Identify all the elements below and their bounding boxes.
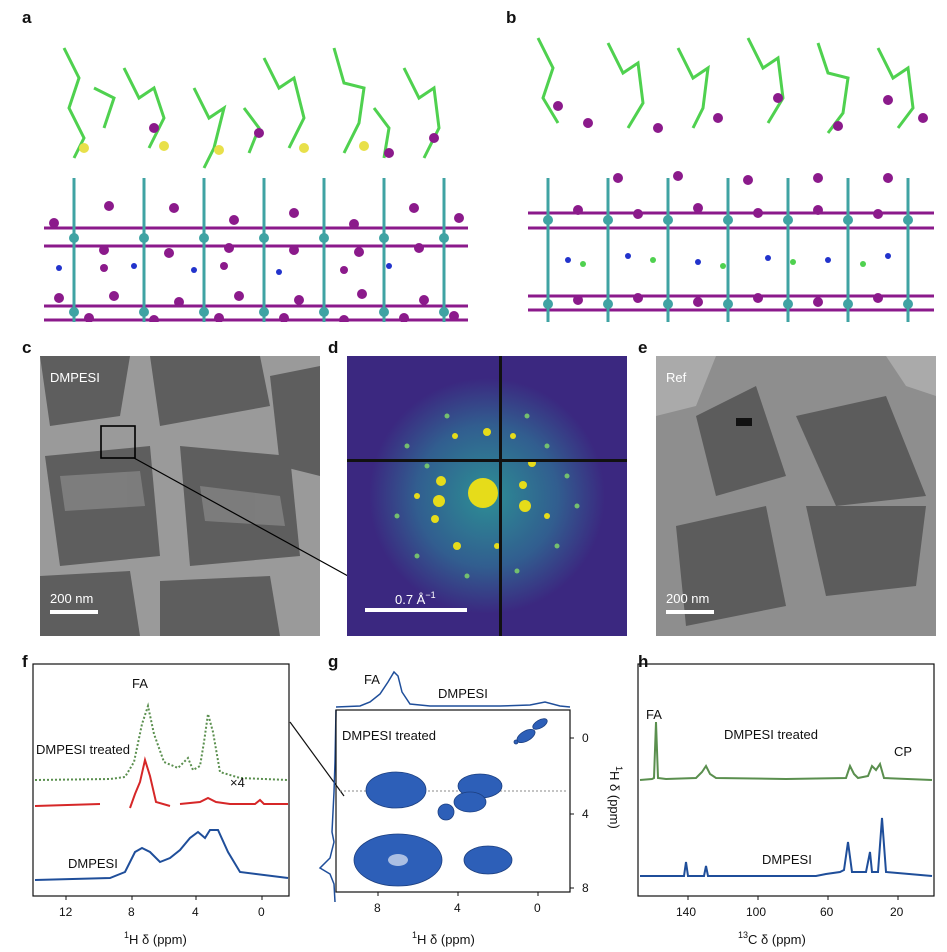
inset-label-treated: DMPESI treated — [342, 728, 436, 743]
panel-letter-b: b — [506, 8, 517, 27]
trace-label-13c-dmpesi: DMPESI — [762, 852, 812, 867]
projection-left — [318, 709, 337, 903]
tick-g-y4: 4 — [582, 807, 589, 821]
tem-image-ref: Ref 200 nm — [656, 356, 936, 636]
tick-g-y0: 0 — [582, 731, 589, 745]
tick-g-x0: 0 — [534, 901, 541, 915]
y-axis-g: 0 4 8 1H δ (ppm) — [570, 731, 624, 895]
panel-letter-h: h — [638, 652, 649, 671]
x-axis-g: 8 4 0 1H δ (ppm) — [374, 892, 541, 947]
inorganic-lattice-a — [44, 178, 468, 322]
zoom-box — [100, 425, 136, 459]
trace-label-treated: DMPESI treated — [36, 742, 130, 757]
projection-top — [335, 670, 571, 708]
trace-label-cp: CP — [894, 744, 912, 759]
x-axis-f: 12 8 4 0 1H δ (ppm) — [59, 896, 265, 947]
panel-letter-f: f — [22, 652, 28, 671]
scalebar-c — [50, 610, 98, 614]
panel-letter-e: e — [638, 338, 648, 357]
trace-label-dmpesi: DMPESI — [68, 856, 118, 871]
scalebar-e — [666, 610, 714, 614]
panel-letter-c: c — [22, 338, 32, 357]
panel-letter-a: a — [22, 8, 32, 27]
tick-g-y8: 8 — [582, 881, 589, 895]
scalebar-d — [365, 608, 467, 612]
scalebar-label-c: 200 nm — [50, 591, 93, 606]
x-label-g: 1H δ (ppm) — [412, 930, 475, 947]
trace-dmpesi — [34, 829, 289, 881]
nmr-13c-spectra: FA DMPESI treated CP DMPESI 140 100 60 2… — [637, 663, 935, 947]
x-label-f: 1H δ (ppm) — [124, 930, 187, 947]
proj-label-fa: FA — [364, 672, 380, 687]
scalebar-label-d: 0.7 Å−1 — [395, 590, 436, 607]
trace-fa — [34, 702, 289, 781]
tick-h-20: 20 — [890, 905, 904, 919]
tick-f-12: 12 — [59, 905, 73, 919]
trace-13c-treated — [639, 721, 933, 781]
scalebar-label-e: 200 nm — [666, 591, 709, 606]
x-axis-h: 140 100 60 20 13C δ (ppm) — [676, 896, 904, 947]
factor-label: ×4 — [230, 775, 245, 790]
trace-13c-dmpesi — [640, 817, 933, 877]
organic-cations-b — [536, 37, 915, 134]
tem-image-dmpesi: DMPESI 200 nm — [40, 356, 320, 636]
proj-label-dmpesi: DMPESI — [438, 686, 488, 701]
trace-label-13c-fa: FA — [646, 707, 662, 722]
trace-treated — [34, 756, 288, 809]
tick-g-x4: 4 — [454, 901, 461, 915]
tick-h-140: 140 — [676, 905, 696, 919]
tem-label-ref: Ref — [666, 370, 687, 385]
y-label-g: 1H δ (ppm) — [607, 766, 624, 829]
tick-h-60: 60 — [820, 905, 834, 919]
inorganic-lattice-b — [528, 178, 934, 322]
diffraction-pattern: 0.7 Å−1 — [347, 356, 627, 636]
tem-label-dmpesi: DMPESI — [50, 370, 100, 385]
trace-label-fa: FA — [132, 676, 148, 691]
tick-f-0: 0 — [258, 905, 265, 919]
x-label-h: 13C δ (ppm) — [738, 930, 806, 947]
panel-letter-g: g — [328, 652, 339, 671]
structure-a — [44, 47, 468, 322]
trace-label-13c-treated: DMPESI treated — [724, 727, 818, 742]
nmr-2d-map: FA DMPESI DMPESI treated 8 4 0 1H δ (ppm… — [318, 670, 624, 947]
tick-h-100: 100 — [746, 905, 766, 919]
tick-f-8: 8 — [128, 905, 135, 919]
organic-cations-a — [62, 47, 441, 169]
tick-g-x8: 8 — [374, 901, 381, 915]
nmr-1h-spectra: FA DMPESI treated ×4 DMPESI 12 8 4 0 1H … — [32, 663, 290, 947]
panel-letter-d: d — [328, 338, 339, 357]
tick-f-4: 4 — [192, 905, 199, 919]
zoom-connector — [133, 457, 349, 577]
structure-b — [528, 37, 934, 322]
